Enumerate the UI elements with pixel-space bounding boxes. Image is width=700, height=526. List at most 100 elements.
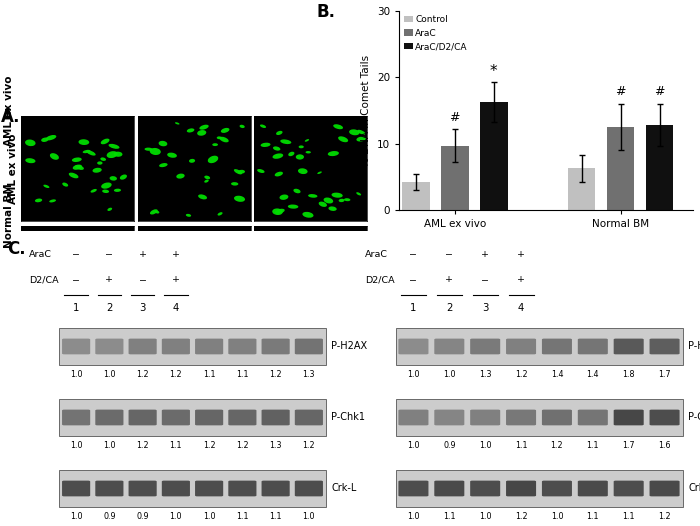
Text: AraC: AraC <box>29 250 52 259</box>
Text: 1.2: 1.2 <box>514 370 527 379</box>
Text: 4: 4 <box>173 303 179 313</box>
Text: +: + <box>172 275 180 284</box>
Text: B.: B. <box>316 3 336 21</box>
Bar <box>402 183 430 210</box>
Text: 1.2: 1.2 <box>136 370 149 379</box>
Ellipse shape <box>106 151 118 158</box>
Ellipse shape <box>101 138 109 144</box>
Ellipse shape <box>293 189 300 193</box>
Ellipse shape <box>187 128 195 133</box>
Ellipse shape <box>219 137 229 143</box>
FancyBboxPatch shape <box>395 470 682 507</box>
Ellipse shape <box>233 262 243 268</box>
FancyBboxPatch shape <box>614 339 644 355</box>
Ellipse shape <box>41 137 48 142</box>
Ellipse shape <box>113 309 127 317</box>
Ellipse shape <box>62 255 71 261</box>
Ellipse shape <box>228 240 242 246</box>
FancyBboxPatch shape <box>578 481 608 497</box>
Ellipse shape <box>288 205 298 209</box>
Ellipse shape <box>238 170 245 174</box>
FancyBboxPatch shape <box>228 481 256 497</box>
Text: −: − <box>410 250 417 259</box>
Ellipse shape <box>332 193 343 198</box>
Ellipse shape <box>209 267 224 276</box>
Ellipse shape <box>120 175 127 180</box>
Text: 0.9: 0.9 <box>103 512 116 521</box>
Text: 1.7: 1.7 <box>658 370 671 379</box>
Text: +: + <box>106 275 113 284</box>
Ellipse shape <box>186 295 193 298</box>
Text: P-Chk1: P-Chk1 <box>331 412 365 422</box>
Ellipse shape <box>299 145 304 148</box>
Ellipse shape <box>288 274 300 279</box>
Text: 1.0: 1.0 <box>70 512 83 521</box>
Ellipse shape <box>205 316 214 320</box>
Text: 4: 4 <box>518 303 524 313</box>
Ellipse shape <box>69 173 78 178</box>
Ellipse shape <box>162 313 169 318</box>
Ellipse shape <box>221 128 230 133</box>
X-axis label: Control: Control <box>56 334 99 344</box>
FancyBboxPatch shape <box>129 481 157 497</box>
FancyBboxPatch shape <box>295 481 323 497</box>
FancyBboxPatch shape <box>398 481 428 497</box>
FancyBboxPatch shape <box>470 410 500 426</box>
FancyBboxPatch shape <box>228 410 256 426</box>
FancyBboxPatch shape <box>434 481 464 497</box>
Text: −: − <box>72 275 80 284</box>
Text: 1.0: 1.0 <box>203 512 216 521</box>
Ellipse shape <box>194 278 200 282</box>
Ellipse shape <box>167 153 177 158</box>
Text: #: # <box>654 85 665 98</box>
Text: 1.2: 1.2 <box>236 441 248 450</box>
Text: +: + <box>517 250 525 259</box>
Ellipse shape <box>318 201 327 207</box>
Ellipse shape <box>338 136 348 142</box>
FancyBboxPatch shape <box>60 328 326 365</box>
Ellipse shape <box>189 159 195 163</box>
Text: Crk-L: Crk-L <box>331 483 356 493</box>
Text: 1.0: 1.0 <box>169 512 182 521</box>
Ellipse shape <box>234 196 245 202</box>
FancyBboxPatch shape <box>295 410 323 426</box>
Text: 0.9: 0.9 <box>443 441 456 450</box>
Ellipse shape <box>356 137 366 141</box>
Ellipse shape <box>212 143 218 146</box>
Text: 1.2: 1.2 <box>658 512 671 521</box>
Ellipse shape <box>234 169 242 175</box>
Text: +: + <box>172 250 180 259</box>
Text: 1.0: 1.0 <box>551 512 564 521</box>
Text: 1.1: 1.1 <box>236 512 248 521</box>
Ellipse shape <box>140 320 148 326</box>
Ellipse shape <box>308 194 317 198</box>
FancyBboxPatch shape <box>578 410 608 426</box>
Bar <box>645 125 673 210</box>
Ellipse shape <box>25 139 36 146</box>
Text: #: # <box>449 111 460 124</box>
Ellipse shape <box>302 212 314 218</box>
Text: −: − <box>72 250 80 259</box>
Text: 1.3: 1.3 <box>270 441 282 450</box>
Ellipse shape <box>357 130 365 135</box>
Text: +: + <box>517 275 525 284</box>
Ellipse shape <box>306 151 311 154</box>
Ellipse shape <box>323 198 333 204</box>
Ellipse shape <box>206 294 223 301</box>
Ellipse shape <box>62 183 68 187</box>
Ellipse shape <box>308 262 321 270</box>
FancyBboxPatch shape <box>95 481 123 497</box>
Text: 1.0: 1.0 <box>407 441 420 450</box>
Text: +: + <box>139 250 146 259</box>
Text: AraC: AraC <box>365 250 389 259</box>
Text: 1.3: 1.3 <box>479 370 491 379</box>
Ellipse shape <box>186 214 191 217</box>
Ellipse shape <box>339 199 344 202</box>
FancyBboxPatch shape <box>162 339 190 355</box>
Text: #: # <box>615 85 626 98</box>
Text: 1: 1 <box>73 303 79 313</box>
Ellipse shape <box>328 206 337 211</box>
Ellipse shape <box>296 154 304 159</box>
Ellipse shape <box>288 151 295 156</box>
Text: P-H2AX: P-H2AX <box>688 341 700 351</box>
